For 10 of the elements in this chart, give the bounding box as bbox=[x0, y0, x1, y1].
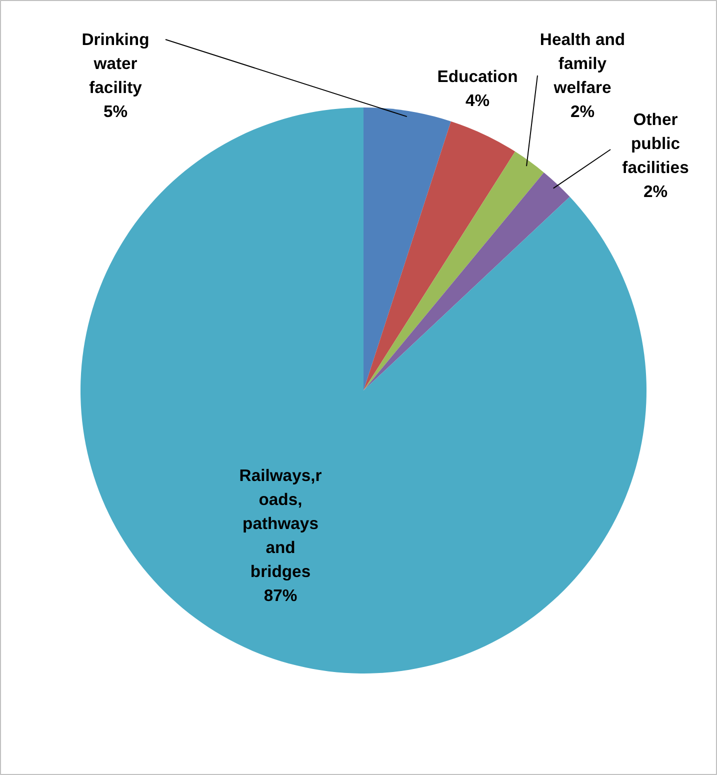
data-label: 2% bbox=[570, 102, 595, 121]
data-label: 5% bbox=[103, 102, 128, 121]
slice-label: Health and family welfare bbox=[540, 30, 626, 97]
slice-label: Other public facilities bbox=[622, 110, 689, 177]
slice-label: Education bbox=[437, 67, 518, 86]
data-label: 87% bbox=[264, 586, 298, 605]
data-label: 4% bbox=[465, 91, 490, 110]
slice-label: Drinking water facility bbox=[82, 30, 150, 97]
data-label: 2% bbox=[643, 182, 668, 201]
slice-label: Railways,roads, pathways and bridges bbox=[239, 466, 322, 581]
